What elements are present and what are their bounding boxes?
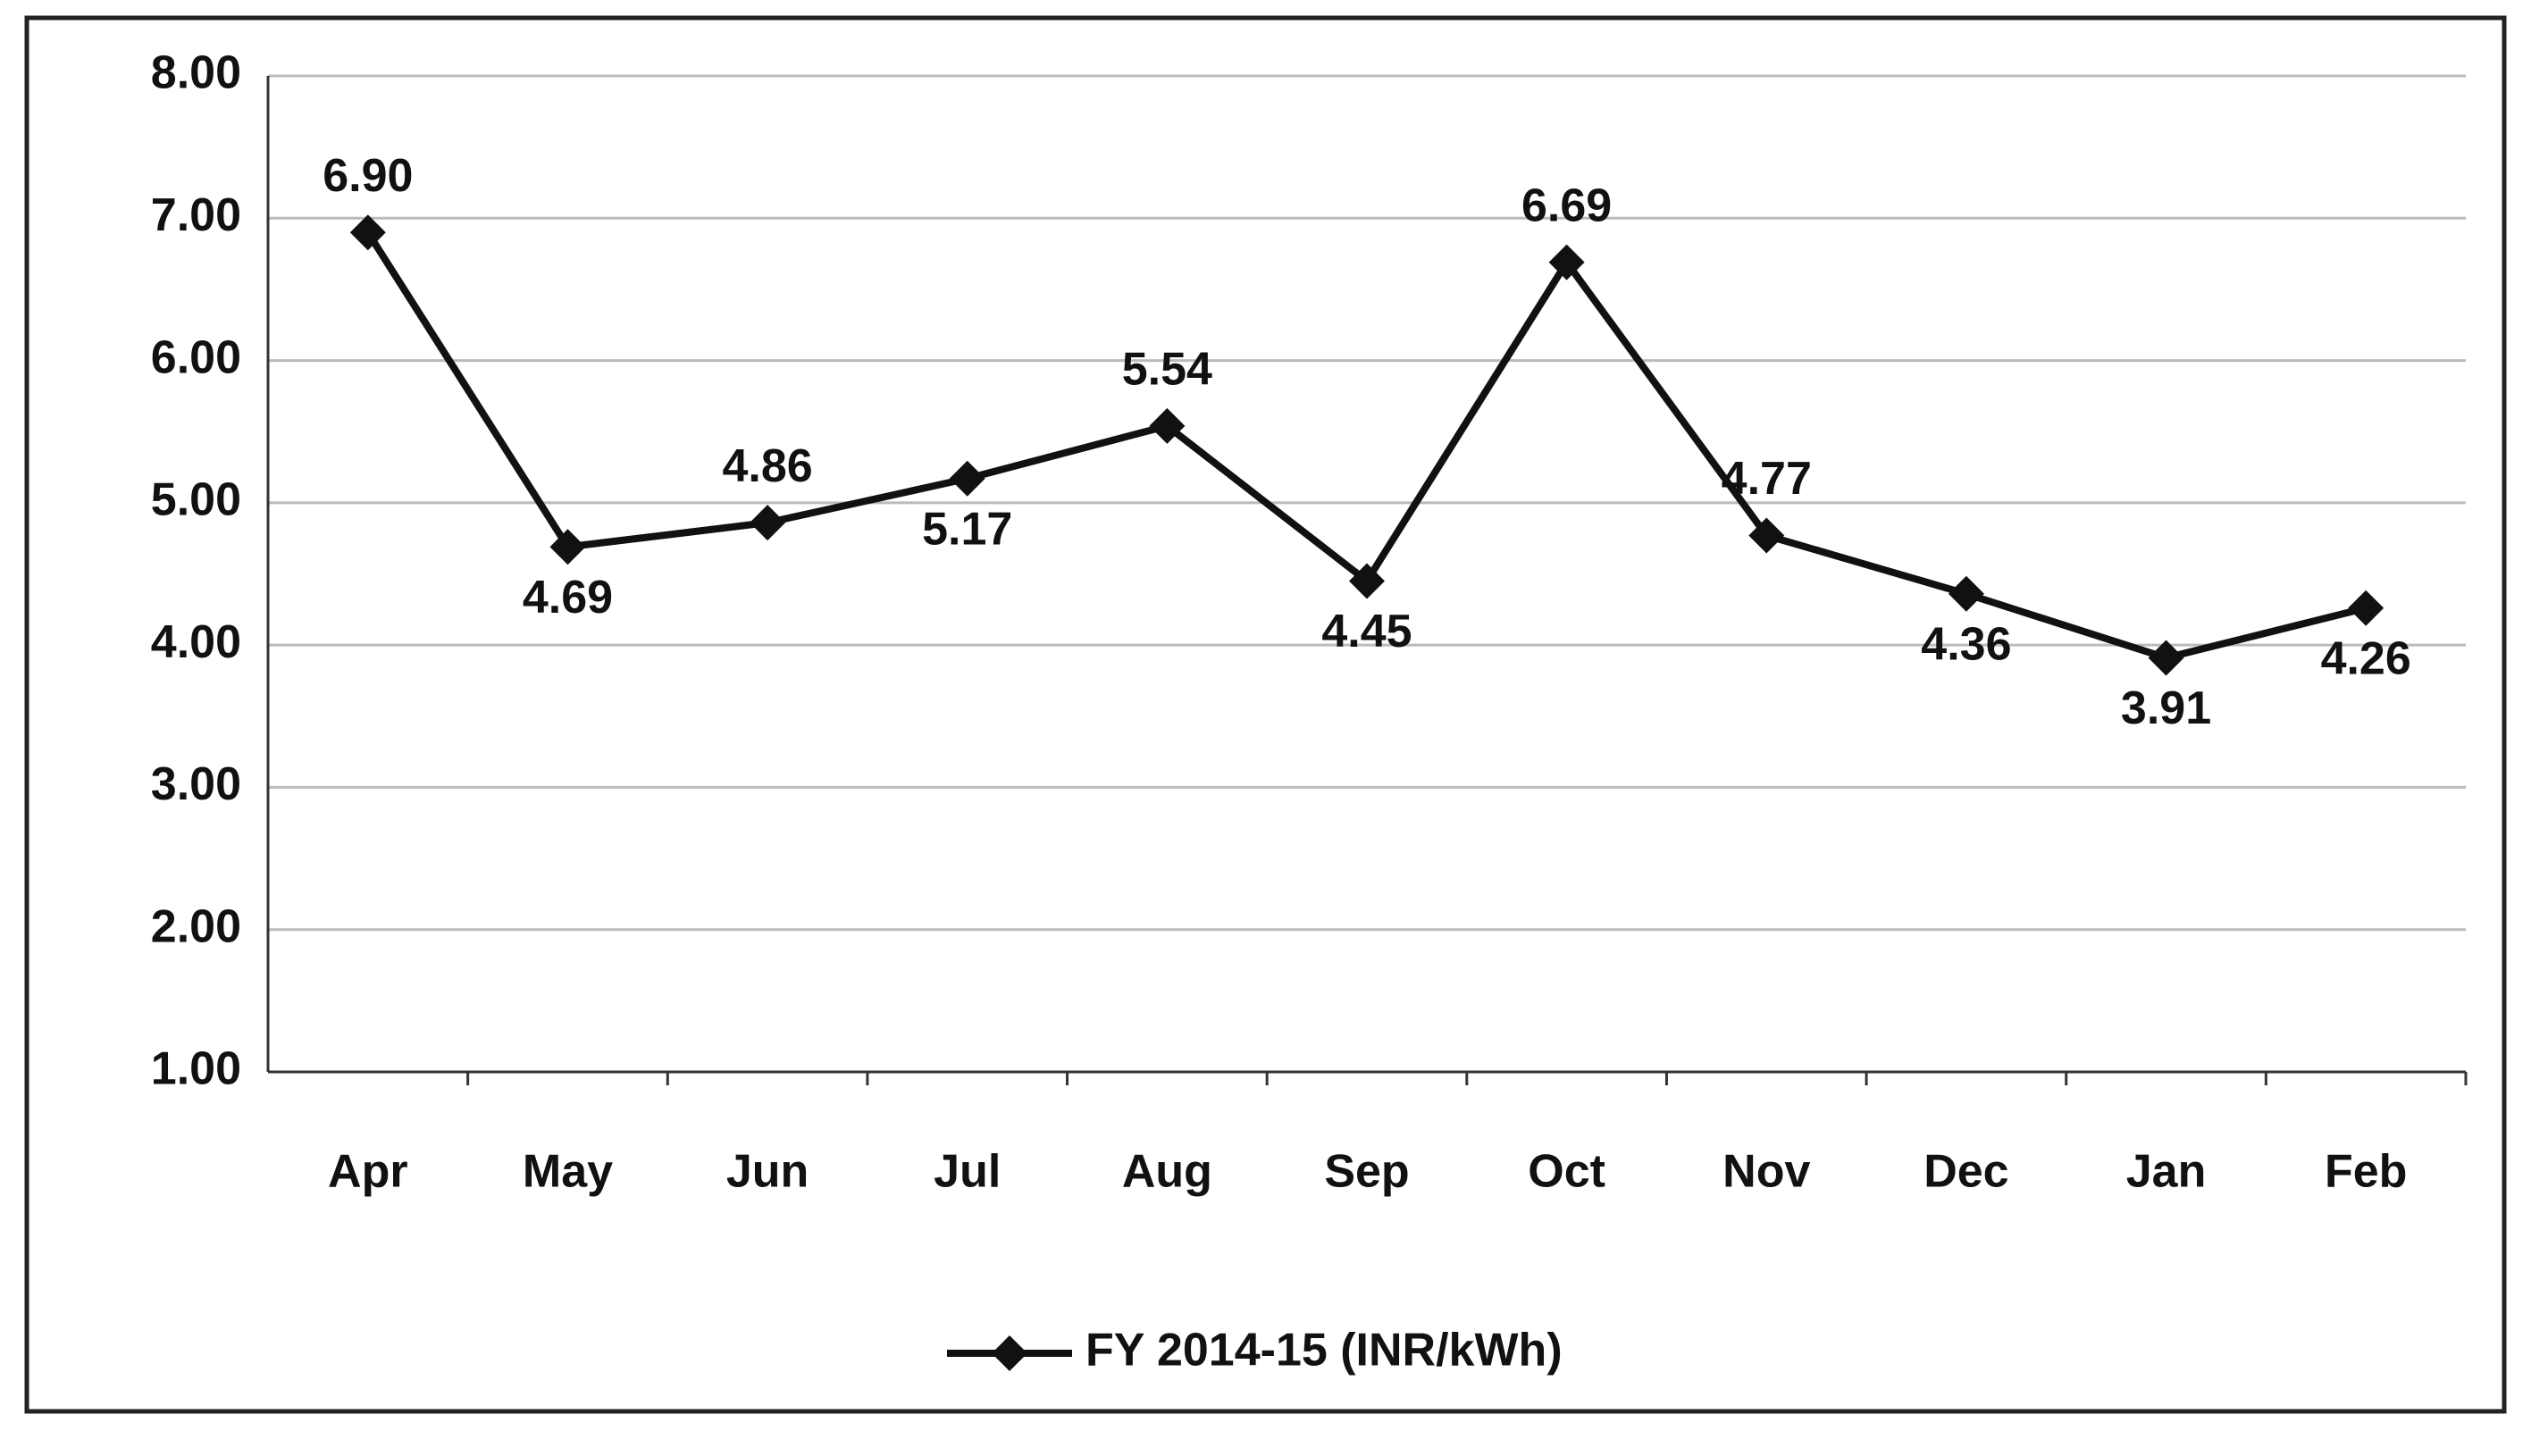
x-tick-label: Feb xyxy=(2325,1146,2407,1198)
y-tick-label: 6.00 xyxy=(151,331,241,383)
x-tick-label: Jun xyxy=(726,1146,809,1198)
data-label: 5.17 xyxy=(922,504,1012,556)
marker xyxy=(1349,563,1385,599)
y-tick-label: 7.00 xyxy=(151,189,241,241)
y-tick-label: 2.00 xyxy=(151,900,241,952)
data-label: 3.91 xyxy=(2121,682,2211,734)
y-tick-label: 3.00 xyxy=(151,758,241,810)
y-tick-label: 5.00 xyxy=(151,474,241,526)
data-label: 4.69 xyxy=(523,572,613,623)
marker xyxy=(549,529,586,565)
data-label: 6.69 xyxy=(1521,180,1612,231)
marker xyxy=(1548,244,1585,280)
data-label: 4.36 xyxy=(1921,619,2011,671)
x-tick-label: Apr xyxy=(328,1146,408,1198)
x-tick-label: Aug xyxy=(1122,1146,1212,1198)
data-label: 5.54 xyxy=(1122,344,1212,396)
marker xyxy=(2348,590,2384,626)
marker xyxy=(2148,640,2184,676)
data-label: 4.45 xyxy=(1321,606,1412,657)
data-label: 4.26 xyxy=(2321,632,2411,684)
legend-marker xyxy=(992,1335,1027,1371)
marker xyxy=(1948,575,1984,612)
legend-label: FY 2014-15 (INR/kWh) xyxy=(1085,1325,1563,1377)
marker xyxy=(349,214,386,251)
data-label: 6.90 xyxy=(323,150,413,202)
x-tick-label: Oct xyxy=(1528,1146,1605,1198)
y-tick-label: 8.00 xyxy=(151,47,241,99)
marker xyxy=(1748,517,1785,554)
x-tick-label: Jul xyxy=(934,1146,1001,1198)
x-tick-label: Sep xyxy=(1324,1146,1409,1198)
marker xyxy=(750,505,786,541)
x-tick-label: May xyxy=(523,1146,613,1198)
x-tick-label: Jan xyxy=(2126,1146,2207,1198)
data-label: 4.77 xyxy=(1722,453,1812,505)
x-tick-label: Nov xyxy=(1722,1146,1810,1198)
marker xyxy=(949,460,985,497)
chart-frame xyxy=(24,15,2507,1414)
data-label: 4.86 xyxy=(722,440,812,492)
marker xyxy=(1149,407,1186,444)
y-tick-label: 4.00 xyxy=(151,616,241,668)
y-tick-label: 1.00 xyxy=(151,1043,241,1095)
x-tick-label: Dec xyxy=(1923,1146,2008,1198)
